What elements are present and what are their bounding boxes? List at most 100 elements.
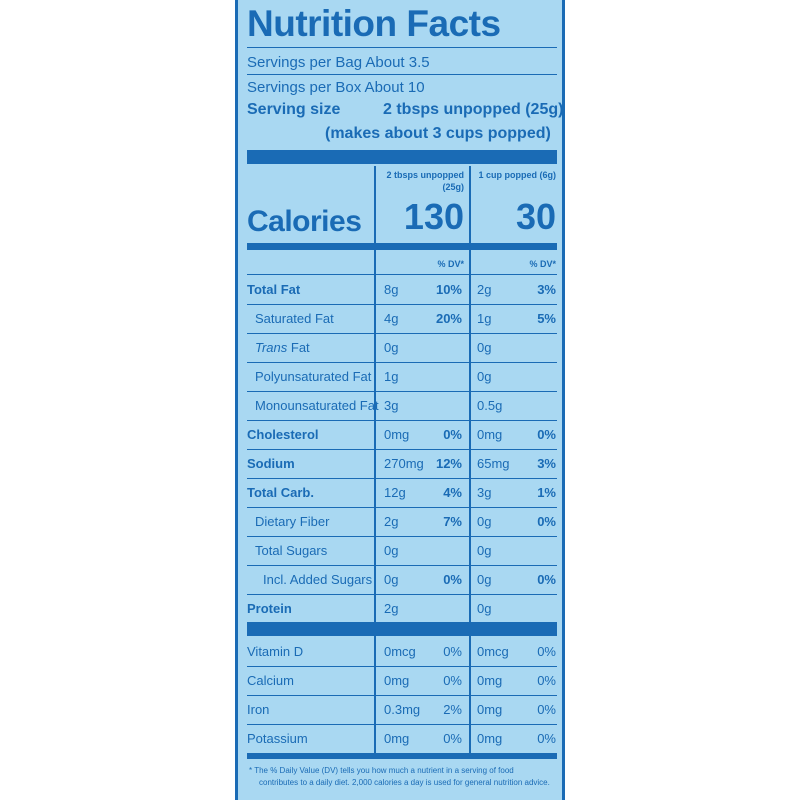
nutrient-name: Saturated Fat	[255, 311, 334, 326]
amount-col1: 8g	[384, 282, 399, 297]
amount-col2: 2g	[477, 282, 492, 297]
vitamin-name: Calcium	[247, 673, 294, 688]
amount-col2: 0mg	[477, 673, 503, 688]
vitamin-row-iron: Iron 0.3mg 2% 0mg 0%	[247, 695, 557, 724]
row-divider	[247, 420, 557, 421]
dv-col2: 0%	[537, 673, 556, 688]
nutrient-row-total-fat: Total Fat 8g 10% 2g 3%	[247, 275, 557, 304]
calories-col1: 130	[403, 196, 464, 237]
nutrient-name: Incl. Added Sugars	[263, 572, 373, 587]
dv-col1: 0%	[443, 572, 462, 587]
nutrient-row-trans-fat: Trans Fat 0g 0g	[247, 333, 557, 362]
nutrient-row-polyunsaturated-fat: Polyunsaturated Fat 1g 0g	[247, 362, 557, 391]
footnote: * The % Daily Value (DV) tells you how m…	[249, 765, 559, 789]
label-title: Nutrition Facts	[247, 3, 501, 44]
footnote-line-1: * The % Daily Value (DV) tells you how m…	[249, 766, 514, 775]
amount-col1: 2g	[384, 514, 399, 529]
vitamin-row-calcium: Calcium 0mg 0% 0mg 0%	[247, 666, 557, 695]
nutrient-row-added-sugars: Incl. Added Sugars 0g 0% 0g 0%	[247, 565, 557, 594]
amount-col2: 0mg	[477, 427, 503, 442]
nutrient-row-cholesterol: Cholesterol 0mg 0% 0mg 0%	[247, 420, 557, 449]
dv-col2: 0%	[537, 514, 556, 529]
row-divider	[247, 594, 557, 595]
row-divider	[247, 304, 557, 305]
amount-col2: 0.5g	[477, 398, 503, 413]
dv-col1: 7%	[443, 514, 462, 529]
column1-header-weight: (25g)	[442, 182, 464, 192]
serving-size-value: 2 tbsps unpopped (25g)	[383, 101, 564, 118]
amount-col2: 1g	[477, 311, 492, 326]
dv-col2: 0%	[537, 702, 556, 717]
calories-rule	[247, 243, 557, 250]
amount-col1: 0g	[384, 340, 399, 355]
amount-col2: 0mg	[477, 702, 503, 717]
amount-col1: 0mcg	[384, 644, 416, 659]
nutrient-name: Monounsaturated Fat	[255, 398, 379, 413]
amount-col1: 270mg	[384, 456, 424, 471]
row-divider	[247, 362, 557, 363]
nutrient-name: Total Carb.	[247, 485, 314, 500]
row-divider	[247, 333, 557, 334]
calories-col2: 30	[515, 196, 556, 237]
calories-label: Calories	[247, 205, 362, 238]
title-rule	[247, 47, 557, 48]
row-divider	[247, 666, 557, 667]
nutrient-name: Polyunsaturated Fat	[255, 369, 372, 384]
vitamin-name: Potassium	[247, 731, 308, 746]
amount-col2: 0mcg	[477, 644, 509, 659]
footnote-line-2: contributes to a daily diet. 2,000 calor…	[259, 778, 550, 787]
nutrient-name: Sodium	[247, 456, 295, 471]
dv-col1: 4%	[443, 485, 462, 500]
row-divider	[247, 724, 557, 725]
vitamin-row-vitamin-d: Vitamin D 0mcg 0% 0mcg 0%	[247, 637, 557, 666]
amount-col1: 0mg	[384, 427, 410, 442]
nutrient-row-saturated-fat: Saturated Fat 4g 20% 1g 5%	[247, 304, 557, 333]
dv-col1: 0%	[443, 731, 462, 746]
dv-col1: 0%	[443, 427, 462, 442]
amount-col1: 1g	[384, 369, 399, 384]
row-divider	[247, 507, 557, 508]
amount-col1: 0.3mg	[384, 702, 421, 717]
nutrient-row-total-sugars: Total Sugars 0g 0g	[247, 536, 557, 565]
column1-header: 2 tbsps unpopped	[386, 170, 465, 180]
row-divider	[247, 478, 557, 479]
amount-col2: 3g	[477, 485, 492, 500]
row-divider	[247, 274, 557, 275]
nutrient-name: Total Fat	[247, 282, 301, 297]
amount-col1: 2g	[384, 601, 399, 616]
row-divider	[247, 449, 557, 450]
amount-col2: 0mg	[477, 731, 503, 746]
amount-col1: 0mg	[384, 731, 410, 746]
column-divider-1	[374, 166, 376, 754]
row-divider	[247, 536, 557, 537]
row-divider	[247, 391, 557, 392]
vitamin-name: Iron	[247, 702, 270, 717]
amount-col2: 0g	[477, 572, 492, 587]
nutrient-row-sodium: Sodium 270mg 12% 65mg 3%	[247, 449, 557, 478]
dv-col2: 3%	[537, 282, 556, 297]
thick-rule-vitamins	[247, 622, 557, 636]
nutrient-name-rest: Fat	[287, 340, 310, 355]
nutrient-name-italic: Trans	[255, 340, 288, 355]
nutrient-row-dietary-fiber: Dietary Fiber 2g 7% 0g 0%	[247, 507, 557, 536]
serving-size-label: Serving size	[247, 101, 341, 118]
dv-col2: 0%	[537, 572, 556, 587]
servings-per-bag: Servings per Bag About 3.5	[247, 54, 430, 71]
dv-col2: 0%	[537, 644, 556, 659]
dv-col2: 0%	[537, 427, 556, 442]
dv-col1: 0%	[443, 644, 462, 659]
nutrient-row-total-carb: Total Carb. 12g 4% 3g 1%	[247, 478, 557, 507]
vitamin-row-potassium: Potassium 0mg 0% 0mg 0%	[247, 724, 557, 753]
row-divider	[247, 695, 557, 696]
column2-header: 1 cup popped (6g)	[478, 170, 557, 180]
dv-col1: 2%	[443, 702, 462, 717]
nutrient-name: Total Sugars	[255, 543, 328, 558]
nutrient-name: Trans Fat	[255, 340, 310, 355]
nutrient-row-protein: Protein 2g 0g	[247, 594, 557, 623]
amount-col1: 0g	[384, 572, 399, 587]
thick-rule-bottom	[247, 753, 557, 759]
amount-col2: 0g	[477, 543, 492, 558]
amount-col2: 65mg	[477, 456, 510, 471]
amount-col2: 0g	[477, 601, 492, 616]
nutrient-name: Protein	[247, 601, 292, 616]
